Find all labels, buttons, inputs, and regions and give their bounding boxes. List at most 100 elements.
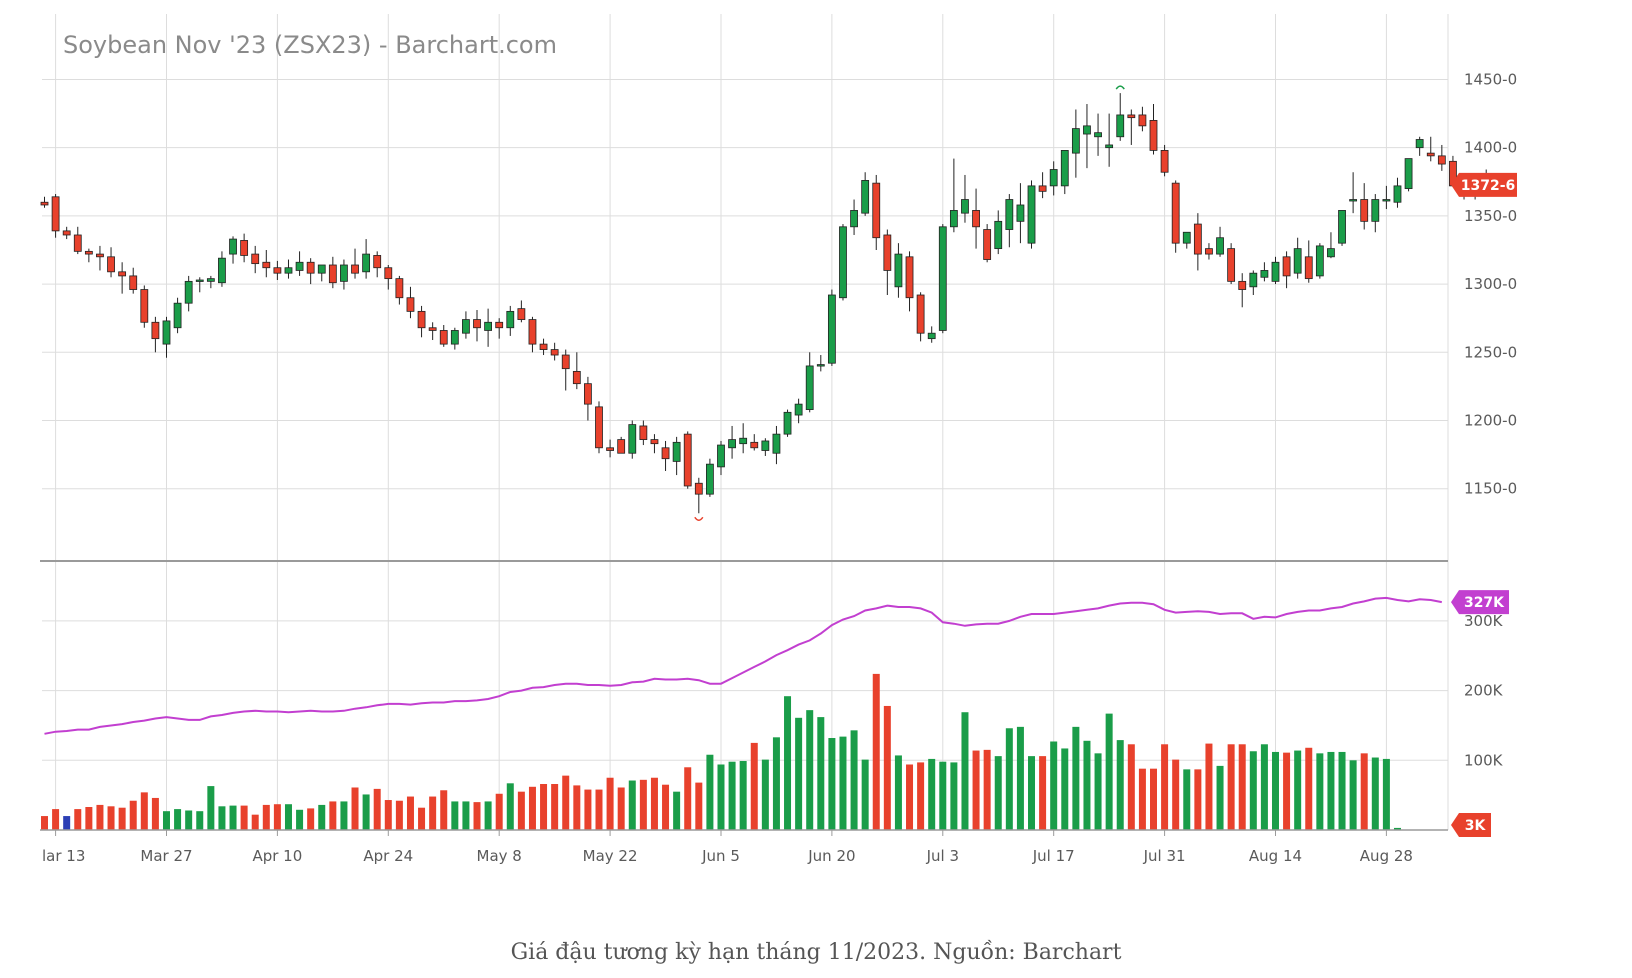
moving-average-layer — [44, 596, 1442, 735]
volume-bar — [1360, 753, 1368, 830]
volume-bar — [1305, 747, 1313, 830]
candle — [306, 258, 315, 285]
candle — [295, 251, 304, 276]
candle-body — [1437, 155, 1446, 165]
candle — [561, 349, 570, 391]
candle — [1027, 180, 1036, 249]
moving-average-label: 327K — [1464, 595, 1505, 611]
candle-body — [706, 463, 714, 495]
x-tick-label: lar 13 — [42, 847, 85, 865]
candle — [184, 275, 193, 312]
candle-body — [428, 327, 437, 331]
candle-body — [1260, 270, 1269, 278]
candle — [1293, 237, 1302, 279]
volume-bar — [229, 805, 237, 830]
volume-bar — [673, 791, 681, 830]
candle — [794, 398, 803, 424]
volume-bar — [695, 782, 703, 830]
candle-body — [395, 278, 404, 299]
volume-bar — [1050, 741, 1058, 830]
volume-bar — [1349, 760, 1357, 830]
candle-body — [406, 297, 415, 312]
volume-bar — [185, 810, 193, 830]
volume-bar — [761, 759, 769, 830]
candle — [1127, 109, 1136, 145]
volume-tick-label: 100K — [1464, 751, 1504, 769]
candle — [717, 440, 725, 476]
candle — [772, 425, 781, 465]
candle — [1160, 144, 1169, 177]
candle-body — [584, 383, 592, 405]
volume-bar — [1061, 748, 1069, 830]
candle-body — [1005, 199, 1014, 230]
volume-bar — [418, 807, 426, 830]
volume-bar — [1016, 726, 1024, 830]
high-marker — [1115, 85, 1125, 90]
candle — [506, 305, 515, 336]
candle — [905, 251, 914, 312]
candle-body — [861, 180, 870, 214]
low-marker — [694, 516, 704, 521]
candle — [251, 245, 260, 274]
x-tick-label: Aug 14 — [1249, 847, 1302, 865]
volume-bar — [129, 800, 137, 830]
candle-body — [62, 230, 71, 236]
candle — [1360, 183, 1369, 230]
volume-bar — [972, 750, 980, 830]
candle — [151, 316, 160, 353]
candle-body — [1094, 132, 1102, 138]
candle — [938, 224, 947, 334]
candle-body — [772, 433, 781, 454]
candle — [1038, 172, 1047, 199]
candle — [894, 243, 903, 298]
candle — [827, 289, 836, 366]
candle — [1071, 109, 1080, 178]
candle — [40, 196, 49, 208]
candle-body — [473, 319, 481, 329]
volume-bar — [218, 806, 226, 830]
volume-bar — [473, 802, 481, 830]
candle-body — [328, 264, 337, 284]
candle — [1349, 172, 1358, 214]
price-tick-label: 1400-0 — [1464, 139, 1517, 157]
volume-bar — [1238, 744, 1246, 830]
candle-body — [73, 234, 82, 252]
volume-bar — [362, 794, 370, 830]
candle — [1094, 113, 1102, 156]
candle — [140, 285, 149, 328]
candle-body — [1049, 169, 1058, 187]
candle-body — [462, 319, 470, 334]
volume-bar — [41, 816, 48, 830]
candle — [1016, 183, 1025, 244]
volume-layer — [41, 673, 1401, 830]
candle — [1315, 243, 1324, 279]
candle-body — [1182, 231, 1191, 244]
candle — [550, 342, 559, 361]
volume-bar — [872, 673, 880, 830]
volume-bar — [772, 737, 780, 830]
candle-body — [783, 411, 792, 435]
volume-bar — [1039, 756, 1047, 830]
grid-layer — [42, 14, 1449, 830]
candle — [328, 256, 337, 289]
volume-bar — [162, 811, 170, 830]
candle-body — [184, 280, 193, 304]
volume-bar — [484, 801, 492, 830]
candle-body — [151, 321, 160, 340]
candle — [362, 239, 371, 279]
candle-body — [894, 253, 903, 288]
candle — [872, 174, 881, 250]
volume-bar — [1316, 753, 1324, 830]
volume-bar — [540, 784, 548, 830]
x-tick-label: Jul 17 — [1032, 847, 1075, 865]
volume-bar — [961, 712, 969, 830]
volume-bar — [1094, 753, 1102, 830]
candle — [262, 249, 271, 278]
volume-bar — [894, 755, 902, 830]
x-tick-label: May 8 — [477, 847, 522, 865]
candle-body — [1282, 256, 1291, 277]
volume-bar — [107, 806, 115, 830]
candle — [783, 409, 792, 437]
candle-body — [295, 261, 304, 271]
